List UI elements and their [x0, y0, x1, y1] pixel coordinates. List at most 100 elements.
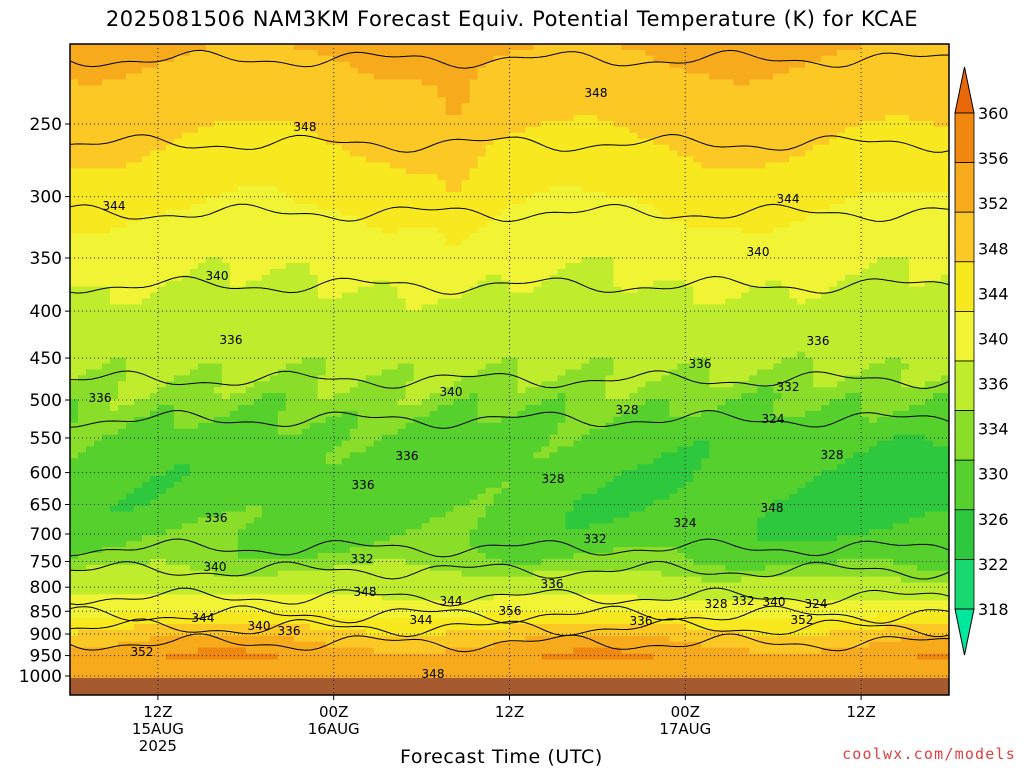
- theta-e-field: [70, 44, 949, 695]
- x-tick-label: 12Z: [846, 703, 875, 721]
- x-axis-label: Forecast Time (UTC): [400, 746, 603, 768]
- contour-label: 336: [541, 577, 564, 591]
- colorbar-label: 360: [978, 104, 1009, 123]
- y-tick-label: 300: [30, 188, 62, 208]
- contour-label: 332: [777, 380, 800, 394]
- contour-label: 352: [131, 645, 154, 659]
- contour-label: 336: [278, 624, 301, 638]
- y-tick-label: 850: [30, 602, 62, 622]
- contour-label: 348: [761, 501, 784, 515]
- contour-label: 340: [204, 560, 227, 574]
- contour-label: 336: [89, 391, 112, 405]
- colorbar-segment: [954, 162, 975, 213]
- contour-label: 344: [103, 199, 126, 213]
- y-tick-label: 250: [30, 115, 62, 135]
- colorbar-label: 340: [978, 329, 1009, 348]
- colorbar-segment: [954, 509, 975, 560]
- colorbar-label: 336: [978, 375, 1009, 394]
- contour-label: 336: [630, 614, 653, 628]
- y-tick-label: 400: [30, 302, 62, 322]
- colorbar-label: 334: [978, 420, 1009, 439]
- y-tick-label: 700: [30, 525, 62, 545]
- colorbar-segment: [954, 261, 975, 312]
- colorbar-label: 348: [978, 239, 1009, 258]
- x-tick-label: 2025: [139, 737, 177, 755]
- x-tick-label: 12Z: [495, 703, 524, 721]
- x-tick-label: 15AUG: [132, 720, 184, 738]
- contour-label: 328: [616, 403, 639, 417]
- contour-label: 344: [777, 192, 800, 206]
- contour-label: 344: [440, 594, 463, 608]
- colorbar-label: 356: [978, 149, 1009, 168]
- y-tick-label: 350: [30, 249, 62, 269]
- contour-label: 332: [351, 552, 374, 566]
- contour-label: 340: [763, 595, 786, 609]
- colorbar: 360 356 352 348 344 340 336 334 330 326 322 318: [954, 66, 1009, 656]
- colorbar-label: 326: [978, 510, 1009, 529]
- contour-label: 332: [732, 594, 755, 608]
- y-axis: 250 300 350 400 450 500 550 600 650 700 750 800 850 9…: [19, 115, 70, 687]
- contour-label: 336: [205, 511, 228, 525]
- y-tick-label: 550: [30, 429, 62, 449]
- contour-label: 324: [762, 412, 785, 426]
- contour-label: 348: [422, 667, 445, 681]
- colorbar-segment: [954, 410, 975, 461]
- colorbar-label: 318: [978, 600, 1009, 619]
- x-tick-label: 00Z: [319, 703, 348, 721]
- contour-label: 324: [674, 516, 697, 530]
- contour-label: 348: [585, 86, 608, 100]
- grid: [70, 44, 949, 695]
- contour-label: 344: [192, 611, 215, 625]
- contour-label: 336: [396, 449, 419, 463]
- contour-label: 356: [499, 604, 522, 618]
- contour-label: 328: [705, 597, 728, 611]
- y-tick-label: 600: [30, 464, 62, 484]
- contour-labels: 348 348 344 344 340 340 336 336 336 340 336 332 328 3…: [89, 86, 844, 681]
- contours: [70, 49, 949, 653]
- contour-label: 336: [352, 478, 375, 492]
- y-tick-label: 950: [30, 647, 62, 667]
- colorbar-segment: [954, 211, 975, 263]
- contour-label: 340: [248, 619, 271, 633]
- y-tick-label: 750: [30, 552, 62, 572]
- colorbar-segment: [954, 310, 975, 362]
- contour-label: 324: [805, 597, 828, 611]
- contour-label: 336: [807, 334, 830, 348]
- y-tick-label: 900: [30, 625, 62, 645]
- contour-label: 348: [354, 585, 377, 599]
- y-tick-label: 650: [30, 495, 62, 515]
- contour-label: 344: [410, 613, 433, 627]
- contour-label: 352: [791, 613, 814, 627]
- contour-label: 332: [584, 532, 607, 546]
- y-tick-label: 450: [30, 349, 62, 369]
- contour-label: 348: [294, 120, 317, 134]
- colorbar-label: 322: [978, 555, 1009, 574]
- contour-label: 336: [689, 357, 712, 371]
- y-tick-label: 500: [30, 391, 62, 411]
- contour-label: 340: [440, 385, 463, 399]
- colorbar-label: 330: [978, 465, 1009, 484]
- colorbar-segment: [954, 459, 975, 511]
- x-tick-label: 16AUG: [308, 720, 360, 738]
- colorbar-top-arrow: [954, 66, 975, 114]
- y-tick-label: 1000: [19, 667, 62, 687]
- ground-band: [70, 678, 949, 695]
- x-tick-label: 17AUG: [659, 720, 711, 738]
- contour-label: 336: [220, 333, 243, 347]
- contour-label: 340: [206, 269, 229, 283]
- contour-label: 340: [747, 245, 770, 259]
- y-tick-label: 800: [30, 578, 62, 598]
- chart-title: 2025081506 NAM3KM Forecast Equiv. Potent…: [105, 7, 919, 31]
- colorbar-label: 344: [978, 284, 1009, 303]
- credit-link[interactable]: coolwx.com/models: [842, 745, 1016, 763]
- colorbar-segment: [954, 112, 975, 163]
- colorbar-segment: [954, 559, 975, 610]
- colorbar-label: 352: [978, 194, 1009, 213]
- colorbar-bottom-arrow: [954, 608, 975, 656]
- x-tick-label: 12Z: [143, 703, 172, 721]
- x-tick-label: 00Z: [671, 703, 700, 721]
- contour-label: 328: [542, 472, 565, 486]
